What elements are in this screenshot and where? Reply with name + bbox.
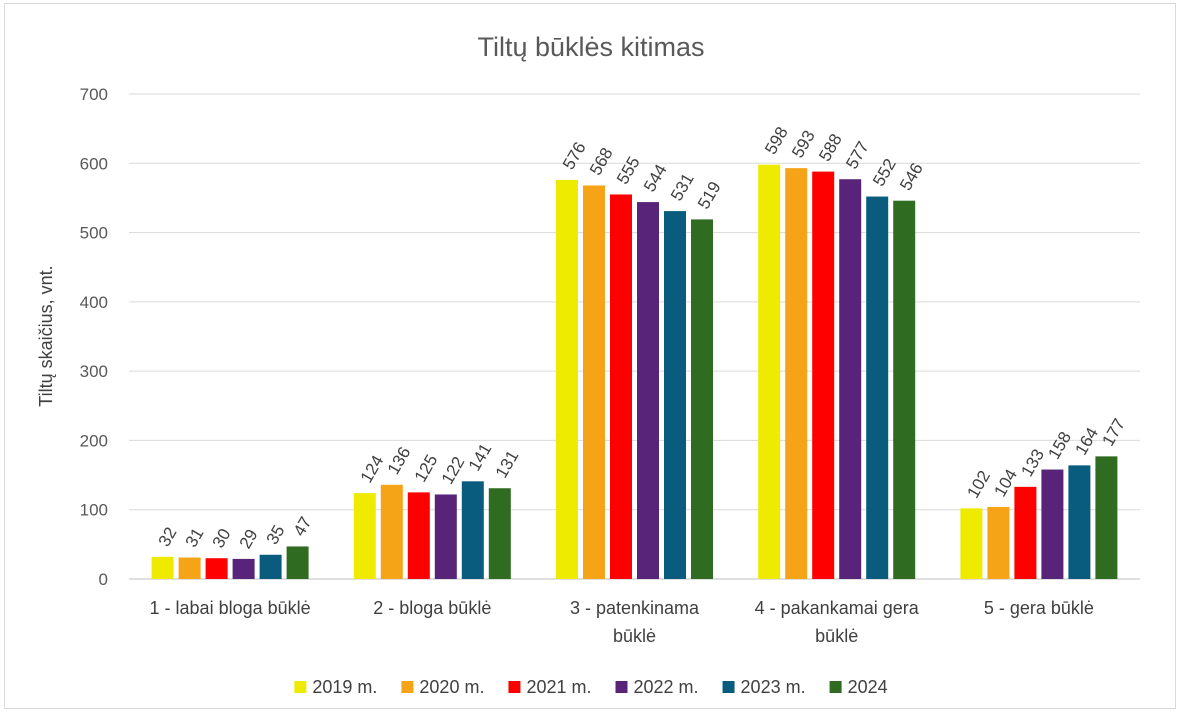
legend: 2019 m. 2020 m. 2021 m. 2022 m. 2023 m. 2024: [294, 677, 888, 697]
y-tick-label: 200: [80, 431, 108, 450]
data-label: 31: [182, 525, 208, 551]
data-label: 136: [384, 444, 415, 478]
bar: [1014, 486, 1037, 579]
data-label: 102: [963, 467, 994, 501]
bar: [664, 211, 686, 580]
data-label: 177: [1098, 415, 1129, 449]
data-label: 124: [357, 452, 388, 486]
bar: [1095, 456, 1118, 579]
bar: [785, 168, 808, 579]
bar: [259, 554, 282, 579]
category-label: 3 - patenkinama: [570, 598, 700, 618]
bar: [839, 179, 862, 579]
legend-swatch: [722, 681, 735, 693]
legend-label: 2023 m.: [741, 677, 806, 697]
bar: [353, 493, 376, 579]
legend-label: 2024: [848, 677, 888, 697]
category-label: 1 - labai bloga būklė: [150, 598, 311, 618]
legend-label: 2020 m.: [419, 677, 484, 697]
data-label: 131: [492, 447, 523, 481]
data-label: 30: [209, 525, 235, 551]
bar: [178, 557, 201, 579]
data-label: 568: [586, 144, 617, 178]
category-label: būklė: [815, 626, 858, 646]
data-label: 141: [465, 440, 496, 474]
data-label: 576: [559, 139, 590, 173]
data-label: 32: [155, 524, 181, 550]
y-tick-label: 700: [80, 85, 108, 104]
data-label: 577: [842, 138, 873, 172]
y-tick-label: 0: [99, 570, 108, 589]
bar: [556, 179, 578, 579]
legend-swatch: [829, 681, 842, 693]
legend-swatch: [615, 681, 628, 693]
legend-swatch: [294, 681, 307, 693]
legend-swatch: [401, 681, 414, 693]
bar: [866, 196, 889, 580]
data-label: 588: [815, 131, 846, 165]
y-tick-label: 100: [80, 501, 108, 520]
data-label: 47: [290, 514, 316, 540]
bar: [434, 494, 457, 579]
bar: [205, 558, 228, 579]
y-axis-ticks: 0 100 200 300 400 500 600 700: [80, 85, 108, 589]
data-label: 125: [411, 451, 442, 485]
bar: [380, 484, 403, 579]
chart-title: Tiltų būklės kitimas: [477, 32, 704, 62]
bar: [407, 492, 430, 579]
bar: [461, 481, 484, 579]
bar: [637, 202, 659, 580]
bar: [987, 506, 1010, 579]
bars: [151, 164, 1118, 580]
y-tick-label: 400: [80, 293, 108, 312]
data-label: 519: [694, 178, 725, 212]
category-label: 5 - gera būklė: [984, 598, 1094, 618]
legend-label: 2019 m.: [312, 677, 377, 697]
y-axis-label: Tiltų skaičius, vnt.: [36, 265, 56, 406]
data-label: 593: [788, 127, 819, 161]
category-label: 4 - pakankamai gera: [755, 598, 920, 618]
bar: [583, 185, 605, 579]
bar: [286, 546, 309, 579]
bar: [691, 219, 713, 579]
bar: [151, 556, 174, 579]
bar: [1068, 465, 1091, 579]
bar: [758, 164, 781, 579]
data-label: 531: [667, 170, 698, 204]
data-label: 35: [263, 522, 289, 548]
bar: [812, 171, 835, 579]
y-tick-label: 500: [80, 224, 108, 243]
bar: [960, 508, 983, 579]
bar: [1041, 469, 1064, 579]
category-label: 2 - bloga būklė: [373, 598, 491, 618]
data-label: 544: [640, 161, 671, 195]
data-label: 29: [236, 526, 262, 552]
y-tick-label: 600: [80, 154, 108, 173]
data-label: 546: [896, 160, 927, 194]
category-label: būklė: [613, 626, 656, 646]
bar: [488, 488, 511, 579]
data-label: 598: [761, 124, 792, 158]
bar: [893, 200, 916, 579]
bar: [610, 194, 632, 579]
category-labels: 1 - labai bloga būklė 2 - bloga būklė 3 - …: [150, 598, 1094, 646]
bar: [232, 558, 255, 579]
y-tick-label: 300: [80, 362, 108, 381]
legend-label: 2021 m.: [526, 677, 591, 697]
legend-label: 2022 m.: [634, 677, 699, 697]
data-label: 164: [1071, 424, 1102, 458]
legend-swatch: [508, 681, 521, 693]
data-label: 158: [1044, 428, 1075, 462]
data-label: 555: [613, 153, 644, 187]
